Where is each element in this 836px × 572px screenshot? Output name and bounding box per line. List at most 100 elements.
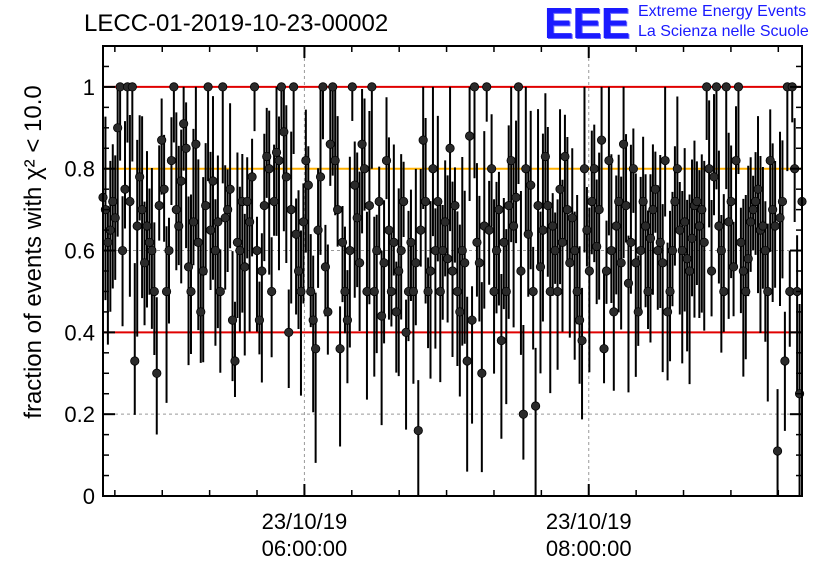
data-point xyxy=(567,213,577,223)
data-point xyxy=(433,196,443,207)
data-point xyxy=(203,82,213,92)
data-point xyxy=(242,196,252,207)
data-point xyxy=(535,262,546,272)
data-point xyxy=(213,217,223,227)
data-point xyxy=(509,221,519,231)
data-point xyxy=(264,164,274,174)
data-point xyxy=(394,266,404,276)
data-point xyxy=(159,184,169,194)
data-point xyxy=(457,245,467,256)
data-point xyxy=(746,217,756,227)
data-point xyxy=(181,143,191,153)
data-point xyxy=(113,123,123,133)
data-point xyxy=(533,200,543,211)
data-point xyxy=(435,286,445,297)
data-point xyxy=(555,184,565,194)
data-point xyxy=(416,225,426,235)
data-point xyxy=(157,135,167,145)
data-point xyxy=(523,229,533,239)
data-point xyxy=(315,172,326,182)
data-point xyxy=(765,155,775,166)
data-point xyxy=(655,237,665,247)
data-point xyxy=(259,200,269,211)
data-point xyxy=(557,237,568,247)
data-point xyxy=(777,196,788,207)
data-point xyxy=(330,155,340,166)
data-point xyxy=(618,139,629,149)
data-point xyxy=(257,266,267,276)
data-point xyxy=(574,315,585,325)
data-point xyxy=(367,82,377,92)
data-point xyxy=(604,155,614,166)
data-point xyxy=(465,131,475,141)
data-point xyxy=(616,258,626,268)
data-point xyxy=(516,266,526,276)
data-point xyxy=(223,205,233,215)
data-point xyxy=(161,286,172,297)
run-title: LECC-01-2019-10-23-00002 xyxy=(84,10,389,37)
data-point xyxy=(271,147,282,157)
data-point xyxy=(399,196,409,207)
data-point xyxy=(565,258,575,268)
data-point xyxy=(227,315,238,325)
data-point xyxy=(726,196,736,207)
data-point xyxy=(675,225,685,235)
data-point xyxy=(626,237,636,247)
data-point xyxy=(484,225,494,235)
data-point xyxy=(504,200,514,211)
data-point xyxy=(142,221,152,231)
x-tick-date: 23/10/19 xyxy=(262,509,348,534)
data-point xyxy=(235,245,245,256)
data-point xyxy=(164,245,174,256)
data-point xyxy=(772,446,783,456)
data-points xyxy=(98,82,807,456)
data-point xyxy=(247,172,257,182)
data-point xyxy=(528,286,538,297)
data-point xyxy=(320,262,331,272)
data-point xyxy=(667,245,678,256)
data-point xyxy=(152,368,162,378)
data-point xyxy=(308,315,318,325)
data-point xyxy=(377,311,387,321)
data-point xyxy=(364,200,375,211)
data-point xyxy=(347,82,357,92)
data-point xyxy=(579,164,590,174)
data-point xyxy=(443,254,453,264)
data-point xyxy=(421,196,431,207)
data-point xyxy=(296,286,306,297)
data-point xyxy=(770,221,780,231)
data-point xyxy=(714,221,724,231)
data-point xyxy=(631,258,641,268)
data-point xyxy=(716,245,726,256)
data-point xyxy=(110,213,120,223)
data-point xyxy=(450,200,460,211)
data-point xyxy=(477,368,487,378)
data-point xyxy=(210,245,221,256)
logo-subtitle-1: Extreme Energy Events xyxy=(638,3,807,20)
y-tick-label: 1 xyxy=(83,75,95,100)
data-point xyxy=(188,217,199,227)
data-point xyxy=(396,245,406,256)
data-point xyxy=(692,196,702,207)
tick-labels: 00.20.40.60.8123/10/1906:00:0023/10/1908… xyxy=(64,75,631,561)
data-point xyxy=(254,315,265,325)
data-point xyxy=(738,266,748,276)
data-point xyxy=(328,82,338,92)
data-point xyxy=(423,286,433,297)
data-point xyxy=(269,196,279,207)
data-point xyxy=(648,205,658,215)
data-point xyxy=(748,205,758,215)
data-point xyxy=(284,327,294,337)
data-point xyxy=(267,286,277,297)
data-point xyxy=(130,356,140,366)
data-point xyxy=(144,237,155,247)
data-point xyxy=(775,213,785,223)
data-point xyxy=(428,164,438,174)
data-point xyxy=(570,245,580,256)
data-point xyxy=(721,82,731,92)
data-point xyxy=(132,221,142,231)
data-point xyxy=(760,245,770,256)
data-point xyxy=(447,266,458,276)
data-point xyxy=(658,258,668,268)
